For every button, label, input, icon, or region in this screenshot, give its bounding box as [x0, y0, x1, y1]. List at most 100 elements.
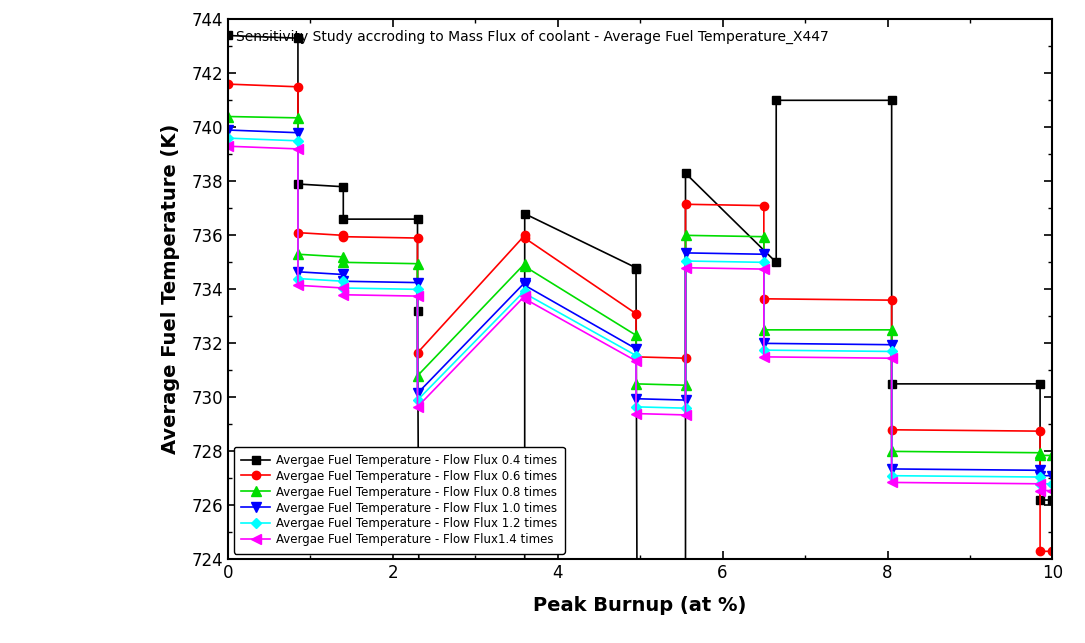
Line: Avergae Fuel Temperature - Flow Flux 1.2 times: Avergae Fuel Temperature - Flow Flux 1.2…: [225, 134, 1056, 487]
Avergae Fuel Temperature - Flow Flux 0.6 times: [885, 426, 898, 433]
Avergae Fuel Temperature - Flow Flux1.4 times: [411, 403, 424, 411]
Avergae Fuel Temperature - Flow Flux1.4 times: [679, 264, 692, 271]
Line: Avergae Fuel Temperature - Flow Flux 0.4 times: Avergae Fuel Temperature - Flow Flux 0.4…: [224, 32, 1057, 643]
Avergae Fuel Temperature - Flow Flux 0.4 times: [885, 380, 898, 388]
Avergae Fuel Temperature - Flow Flux 0.8 times: [1046, 451, 1059, 459]
Avergae Fuel Temperature - Flow Flux 0.8 times: [885, 326, 898, 334]
Avergae Fuel Temperature - Flow Flux1.4 times: [336, 284, 349, 292]
Avergae Fuel Temperature - Flow Flux1.4 times: [679, 411, 692, 419]
Avergae Fuel Temperature - Flow Flux 0.6 times: [519, 231, 532, 239]
Avergae Fuel Temperature - Flow Flux 0.8 times: [292, 114, 305, 122]
Avergae Fuel Temperature - Flow Flux 1.2 times: [757, 346, 770, 354]
Text: Sensitivity Study accroding to Mass Flux of coolant - Average Fuel Temperature_X: Sensitivity Study accroding to Mass Flux…: [237, 30, 829, 44]
Avergae Fuel Temperature - Flow Flux 0.8 times: [292, 250, 305, 258]
Avergae Fuel Temperature - Flow Flux1.4 times: [519, 293, 532, 300]
Avergae Fuel Temperature - Flow Flux 0.6 times: [292, 83, 305, 91]
Avergae Fuel Temperature - Flow Flux 0.6 times: [679, 354, 692, 362]
Avergae Fuel Temperature - Flow Flux 1.2 times: [336, 284, 349, 292]
Avergae Fuel Temperature - Flow Flux 0.8 times: [885, 448, 898, 455]
Avergae Fuel Temperature - Flow Flux 0.4 times: [292, 180, 305, 188]
Avergae Fuel Temperature - Flow Flux 0.6 times: [679, 201, 692, 208]
Avergae Fuel Temperature - Flow Flux 0.8 times: [519, 262, 532, 270]
Avergae Fuel Temperature - Flow Flux 1.0 times: [885, 341, 898, 349]
Avergae Fuel Temperature - Flow Flux 1.0 times: [292, 129, 305, 136]
Avergae Fuel Temperature - Flow Flux 0.6 times: [411, 349, 424, 357]
Avergae Fuel Temperature - Flow Flux 1.0 times: [292, 268, 305, 276]
Avergae Fuel Temperature - Flow Flux 1.2 times: [1034, 473, 1047, 481]
Avergae Fuel Temperature - Flow Flux 1.0 times: [519, 282, 532, 289]
Avergae Fuel Temperature - Flow Flux 0.6 times: [1034, 547, 1047, 555]
Avergae Fuel Temperature - Flow Flux 0.4 times: [1034, 380, 1047, 388]
Avergae Fuel Temperature - Flow Flux1.4 times: [292, 145, 305, 153]
Avergae Fuel Temperature - Flow Flux 1.2 times: [885, 472, 898, 480]
Avergae Fuel Temperature - Flow Flux 0.4 times: [1034, 496, 1047, 504]
Avergae Fuel Temperature - Flow Flux 0.8 times: [679, 231, 692, 239]
Avergae Fuel Temperature - Flow Flux 1.2 times: [1034, 480, 1047, 487]
Avergae Fuel Temperature - Flow Flux 1.2 times: [629, 403, 642, 411]
Avergae Fuel Temperature - Flow Flux 1.0 times: [411, 390, 424, 397]
Avergae Fuel Temperature - Flow Flux 1.0 times: [629, 395, 642, 403]
Avergae Fuel Temperature - Flow Flux 1.2 times: [411, 396, 424, 404]
Avergae Fuel Temperature - Flow Flux 0.6 times: [1046, 547, 1059, 555]
Avergae Fuel Temperature - Flow Flux 0.6 times: [757, 202, 770, 210]
Avergae Fuel Temperature - Flow Flux 0.4 times: [629, 264, 642, 271]
Avergae Fuel Temperature - Flow Flux 1.2 times: [221, 134, 234, 142]
Avergae Fuel Temperature - Flow Flux1.4 times: [1046, 487, 1059, 494]
Avergae Fuel Temperature - Flow Flux 0.4 times: [629, 265, 642, 273]
Avergae Fuel Temperature - Flow Flux 1.0 times: [679, 396, 692, 404]
Avergae Fuel Temperature - Flow Flux 0.8 times: [629, 331, 642, 339]
Avergae Fuel Temperature - Flow Flux1.4 times: [629, 357, 642, 365]
Avergae Fuel Temperature - Flow Flux1.4 times: [1034, 480, 1047, 487]
Avergae Fuel Temperature - Flow Flux 1.0 times: [679, 249, 692, 257]
Avergae Fuel Temperature - Flow Flux 0.8 times: [411, 260, 424, 267]
Avergae Fuel Temperature - Flow Flux 1.2 times: [629, 352, 642, 359]
Avergae Fuel Temperature - Flow Flux 1.0 times: [519, 279, 532, 287]
Avergae Fuel Temperature - Flow Flux 1.2 times: [292, 275, 305, 282]
Avergae Fuel Temperature - Flow Flux 0.4 times: [885, 96, 898, 104]
Avergae Fuel Temperature - Flow Flux 0.8 times: [411, 372, 424, 379]
Avergae Fuel Temperature - Flow Flux 1.2 times: [336, 277, 349, 285]
Avergae Fuel Temperature - Flow Flux 0.6 times: [411, 234, 424, 242]
Avergae Fuel Temperature - Flow Flux 1.2 times: [679, 257, 692, 265]
Avergae Fuel Temperature - Flow Flux 1.2 times: [679, 404, 692, 412]
Avergae Fuel Temperature - Flow Flux 1.2 times: [519, 289, 532, 297]
Avergae Fuel Temperature - Flow Flux 1.2 times: [757, 258, 770, 266]
Avergae Fuel Temperature - Flow Flux 0.4 times: [336, 183, 349, 190]
Y-axis label: Average Fuel Temperature (K): Average Fuel Temperature (K): [162, 124, 180, 455]
Avergae Fuel Temperature - Flow Flux 1.0 times: [1034, 466, 1047, 474]
Avergae Fuel Temperature - Flow Flux 0.4 times: [679, 169, 692, 177]
Avergae Fuel Temperature - Flow Flux 0.6 times: [1034, 427, 1047, 435]
Avergae Fuel Temperature - Flow Flux 1.0 times: [336, 271, 349, 278]
Avergae Fuel Temperature - Flow Flux 0.6 times: [221, 80, 234, 88]
Avergae Fuel Temperature - Flow Flux 0.8 times: [221, 113, 234, 120]
Avergae Fuel Temperature - Flow Flux 0.4 times: [519, 210, 532, 217]
Avergae Fuel Temperature - Flow Flux 0.6 times: [336, 233, 349, 240]
Avergae Fuel Temperature - Flow Flux 0.8 times: [1034, 451, 1047, 459]
Avergae Fuel Temperature - Flow Flux 0.8 times: [757, 326, 770, 334]
Avergae Fuel Temperature - Flow Flux 0.4 times: [1046, 496, 1059, 504]
Avergae Fuel Temperature - Flow Flux 1.0 times: [757, 250, 770, 258]
Avergae Fuel Temperature - Flow Flux1.4 times: [336, 291, 349, 298]
Avergae Fuel Temperature - Flow Flux 1.2 times: [292, 137, 305, 145]
Avergae Fuel Temperature - Flow Flux 1.2 times: [1046, 480, 1059, 487]
Avergae Fuel Temperature - Flow Flux 1.0 times: [1046, 472, 1059, 480]
Avergae Fuel Temperature - Flow Flux 0.8 times: [1034, 449, 1047, 457]
Avergae Fuel Temperature - Flow Flux 1.0 times: [629, 345, 642, 352]
Avergae Fuel Temperature - Flow Flux1.4 times: [885, 478, 898, 486]
Avergae Fuel Temperature - Flow Flux 0.4 times: [769, 258, 782, 266]
Avergae Fuel Temperature - Flow Flux 1.0 times: [757, 340, 770, 347]
Avergae Fuel Temperature - Flow Flux 1.0 times: [885, 465, 898, 473]
X-axis label: Peak Burnup (at %): Peak Burnup (at %): [534, 596, 746, 615]
Avergae Fuel Temperature - Flow Flux 1.0 times: [1034, 472, 1047, 480]
Avergae Fuel Temperature - Flow Flux1.4 times: [757, 353, 770, 361]
Avergae Fuel Temperature - Flow Flux1.4 times: [292, 282, 305, 289]
Line: Avergae Fuel Temperature - Flow Flux 0.8 times: Avergae Fuel Temperature - Flow Flux 0.8…: [224, 112, 1057, 460]
Avergae Fuel Temperature - Flow Flux 1.0 times: [221, 126, 234, 134]
Avergae Fuel Temperature - Flow Flux 0.4 times: [221, 32, 234, 39]
Avergae Fuel Temperature - Flow Flux 0.8 times: [757, 233, 770, 240]
Line: Avergae Fuel Temperature - Flow Flux 0.6 times: Avergae Fuel Temperature - Flow Flux 0.6…: [224, 80, 1057, 556]
Avergae Fuel Temperature - Flow Flux 0.8 times: [679, 381, 692, 389]
Avergae Fuel Temperature - Flow Flux 0.6 times: [885, 296, 898, 304]
Avergae Fuel Temperature - Flow Flux 0.8 times: [336, 258, 349, 266]
Avergae Fuel Temperature - Flow Flux 0.6 times: [629, 353, 642, 361]
